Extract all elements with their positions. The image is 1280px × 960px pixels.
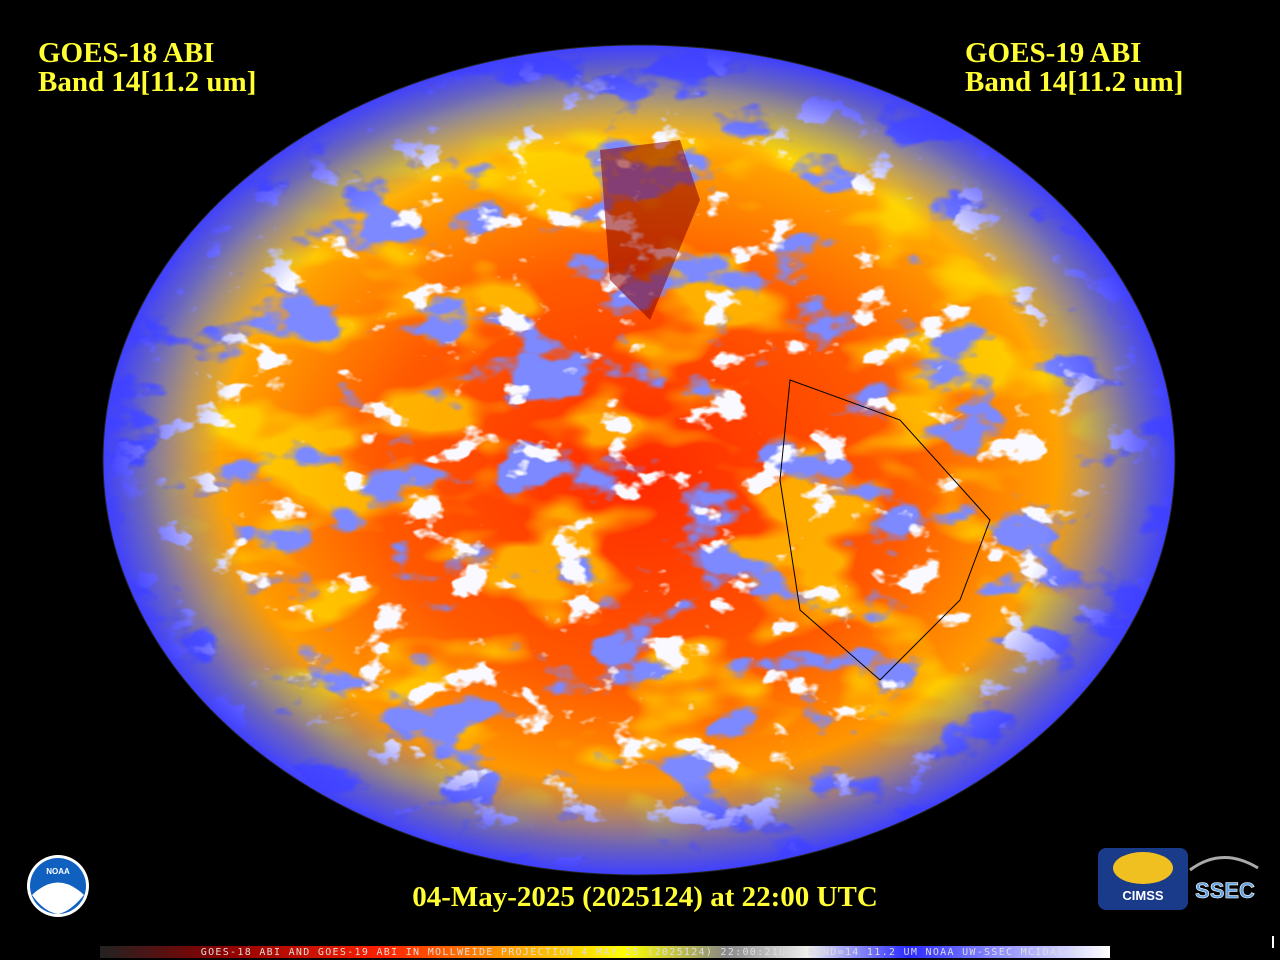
globe-image [103,45,1175,875]
color-bar [100,946,1110,958]
left-subtitle: Band 14[11.2 um] [38,66,256,98]
noaa-logo: NOAA [27,855,89,917]
left-title: GOES-18 ABI [38,37,214,69]
footer: GOES-18 ABI AND GOES-19 ABI IN MOLLWEIDE… [201,947,1079,958]
right-title: GOES-19 ABI [965,37,1141,69]
marker [1272,936,1274,948]
cimss-label: CIMSS [1122,888,1164,903]
ssec-logo: SSEC [1189,856,1259,903]
ssec-label: SSEC [1195,878,1255,903]
timestamp: 04-May-2025 (2025124) at 22:00 UTC [412,881,878,913]
cimss-logo: CIMSS [1098,848,1188,910]
right-subtitle: Band 14[11.2 um] [965,66,1183,98]
noaa-label: NOAA [46,867,70,876]
